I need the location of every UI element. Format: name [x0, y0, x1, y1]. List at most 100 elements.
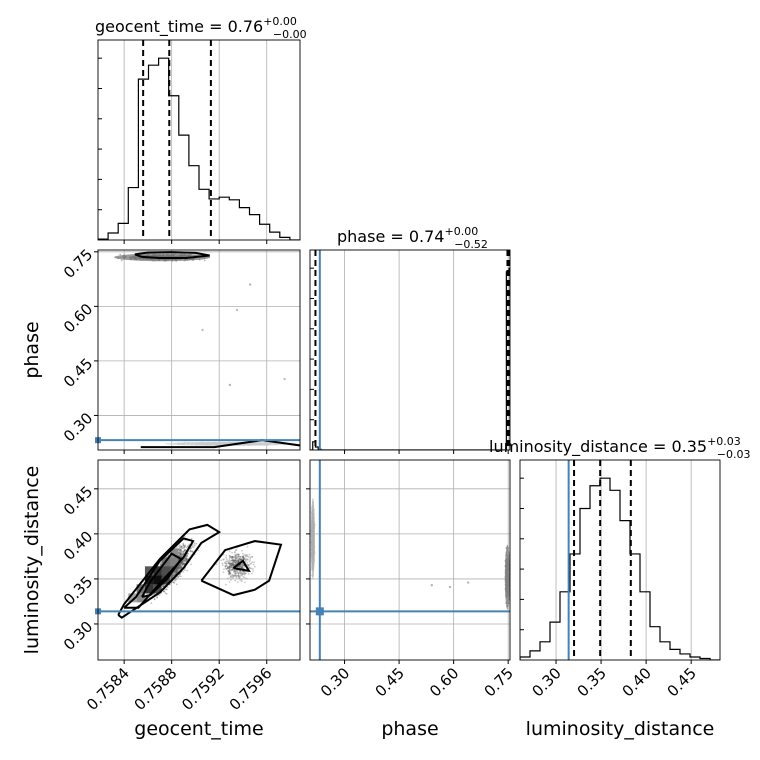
- sample-point-p3-b: [236, 581, 239, 584]
- sample-point-p3-b: [215, 563, 218, 566]
- sample-point-p3-b: [233, 551, 236, 554]
- xtick-label-p3-2: 0.7592: [178, 664, 228, 714]
- density-geocent-time-vs-phase: 0.300.450.600.75: [60, 245, 301, 454]
- sample-point-p3: [182, 547, 185, 550]
- sample-point-p3-b: [231, 573, 234, 576]
- sample-point-p3-b: [239, 574, 242, 577]
- sample-point-p3-b: [252, 570, 255, 572]
- sample-point-p3: [182, 542, 185, 545]
- sample-point-p3-b: [243, 573, 246, 576]
- axes-frame: [309, 249, 511, 451]
- sample-point-p3-b: [252, 563, 255, 566]
- sample-point-p3: [182, 550, 185, 553]
- sample-point-p3-b: [248, 553, 251, 556]
- sample-point-p3-b: [234, 559, 237, 562]
- sample-point-p3-b: [222, 571, 225, 574]
- sample-point-p3-b: [254, 565, 256, 568]
- sample-point-p3: [179, 548, 182, 551]
- ytick-label-p1-1: 0.45: [60, 355, 96, 391]
- sample-point-p3-b: [235, 576, 238, 579]
- sample-point-p3-b: [227, 562, 230, 565]
- histogram-phase: [310, 267, 510, 450]
- sample-point-p3-b: [247, 558, 249, 561]
- sample-point-p3: [184, 548, 186, 551]
- sample-point-p3-b: [247, 573, 250, 575]
- sample-point-p3: [179, 562, 182, 565]
- sample-point-p3-b: [237, 554, 240, 556]
- sample-point-p3: [186, 555, 189, 557]
- sample-point-p3: [175, 569, 178, 572]
- sample-point-p3-b: [246, 561, 249, 564]
- sample-point-p3: [195, 542, 198, 545]
- sample-point-p3-b: [247, 555, 250, 558]
- sample-point-p3-b: [241, 563, 244, 566]
- sample-point-p3-b: [251, 556, 254, 558]
- sample-point-p3-b: [227, 566, 229, 569]
- sample-point-p3-b: [230, 564, 232, 567]
- sample-point-p3-b: [231, 576, 233, 579]
- outlier-point-p1-2: [228, 383, 232, 387]
- sample-point-p3-b: [228, 556, 231, 559]
- sample-point-p3: [181, 564, 184, 566]
- ytick-label-p3-3: 0.45: [60, 482, 96, 518]
- sample-point-p3-b: [245, 577, 248, 580]
- sample-point-p3-b: [231, 563, 234, 566]
- outlier-point-p1-4: [235, 308, 239, 312]
- sample-point-p3: [164, 592, 167, 595]
- sample-point-p3-b: [238, 557, 241, 560]
- sample-point-p3-b: [224, 565, 227, 568]
- sample-point-p3: [178, 544, 181, 547]
- sample-point-p3-b: [237, 574, 240, 577]
- sample-point-p3: [181, 553, 184, 556]
- sample-point-p3-b: [227, 577, 230, 580]
- sample-point-p3: [186, 569, 189, 572]
- density-core-p4-0: [504, 544, 510, 610]
- sample-point-p3-b: [229, 566, 232, 569]
- sample-point-p3-b: [235, 549, 237, 551]
- sample-point-p3-b: [234, 572, 237, 575]
- ytick-label-p3-2: 0.40: [60, 528, 96, 564]
- sample-point-p3-b: [231, 568, 233, 571]
- xtick-label-p3-3: 0.7596: [226, 664, 276, 714]
- hist-geocent-time: [97, 39, 301, 244]
- sample-point-p3-b: [223, 568, 225, 571]
- sample-point-p3: [153, 598, 156, 601]
- sample-point-p3-b: [251, 561, 254, 563]
- sample-point-p1-0: [203, 259, 206, 262]
- sample-point-p3-b: [253, 561, 256, 564]
- sample-point-p3-b: [226, 558, 228, 561]
- sample-point-p3: [183, 569, 186, 571]
- sample-point-p3: [179, 546, 181, 549]
- sample-point-p3-b: [238, 577, 241, 580]
- sample-point-p3-b: [227, 559, 230, 562]
- sample-point-p3-b: [234, 579, 237, 582]
- sample-point-p3: [171, 574, 174, 577]
- xtick-label-p3-1: 0.7588: [131, 664, 181, 714]
- sample-point-p3-b: [230, 579, 232, 581]
- sample-point-p3-b: [242, 555, 245, 558]
- sample-point-p3-b: [233, 555, 236, 558]
- sample-point-p3: [182, 562, 185, 565]
- sample-point-p3: [175, 579, 177, 581]
- sample-point-p3: [172, 581, 175, 584]
- sample-point-p3-b: [233, 570, 236, 573]
- outlier-point-p1-0: [248, 283, 252, 286]
- density-phase-vs-luminosity-distance: 0.30 0.45 0.60 0.75: [306, 459, 517, 700]
- sample-point-p3-b: [236, 557, 239, 560]
- sample-point-p3-b: [237, 555, 240, 558]
- histogram-geocent-time: [98, 57, 300, 240]
- sample-point-p3-b: [225, 556, 227, 559]
- sample-point-p3-b: [246, 545, 249, 548]
- sample-point-p3-b: [221, 562, 224, 565]
- sample-point-p3: [182, 570, 185, 573]
- sample-point-p3: [166, 586, 169, 589]
- sample-point-p3-b: [238, 572, 240, 575]
- sample-point-p3-b: [236, 559, 239, 561]
- sample-point-p3-b: [243, 558, 246, 560]
- sample-point-p3-b: [249, 562, 252, 565]
- sample-point-p3-b: [233, 561, 236, 564]
- ytick-label-p3-1: 0.35: [60, 573, 96, 609]
- sample-point-p3-b: [246, 563, 249, 566]
